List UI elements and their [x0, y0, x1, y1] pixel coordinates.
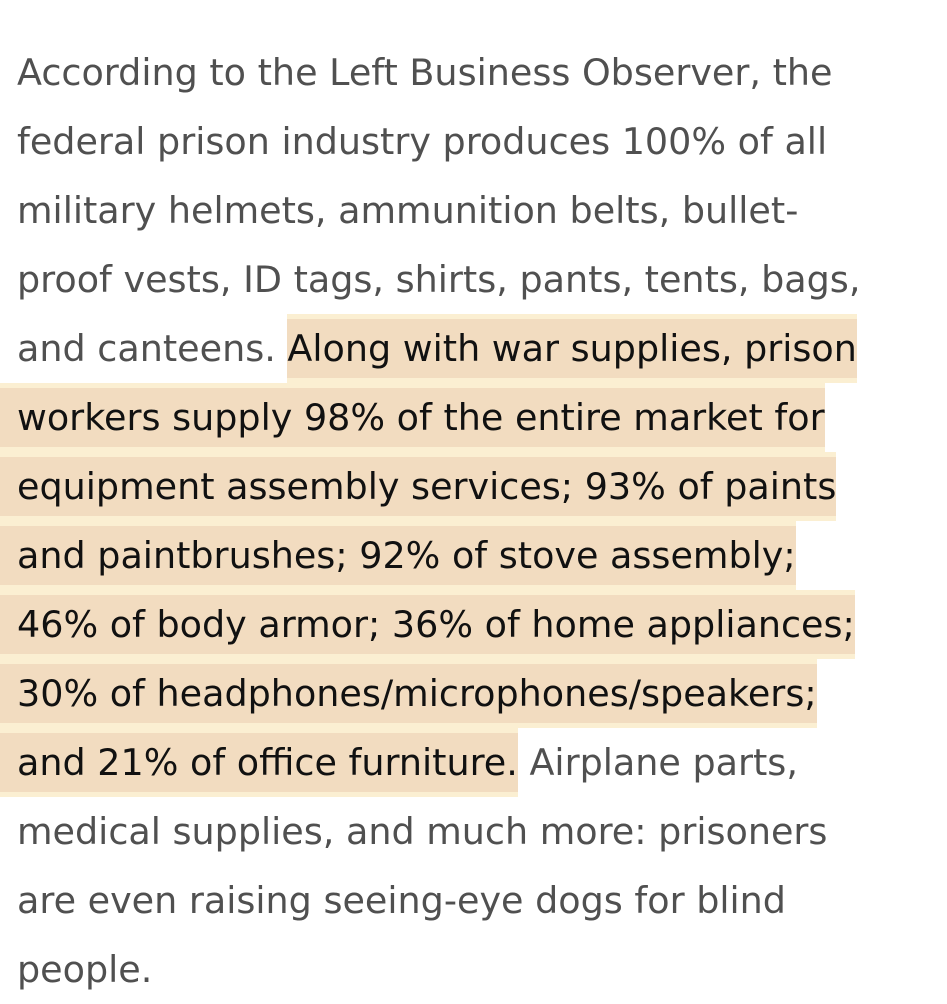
text-line: military helmets, ammunition belts, bull…	[0, 176, 947, 245]
text-line: and paintbrushes; 92% of stove assembly;	[0, 521, 947, 590]
text-line: and 21% of office furniture. Airplane pa…	[0, 728, 947, 797]
text-line: According to the Left Business Observer,…	[0, 38, 947, 107]
text-line: equipment assembly services; 93% of pain…	[0, 452, 947, 521]
text-line: federal prison industry produces 100% of…	[0, 107, 947, 176]
text-line: 30% of headphones/microphones/speakers;	[0, 659, 947, 728]
text-span: people.	[17, 948, 153, 991]
text-line: are even raising seeing-eye dogs for bli…	[0, 866, 947, 935]
text-span: federal prison industry produces 100% of…	[17, 120, 828, 163]
highlighted-text[interactable]: 46% of body armor; 36% of home appliance…	[0, 590, 855, 659]
highlighted-text[interactable]: Along with war supplies, prison	[287, 314, 857, 383]
text-line: medical supplies, and much more: prisone…	[0, 797, 947, 866]
text-span: medical supplies, and much more: prisone…	[17, 810, 828, 853]
text-line: 46% of body armor; 36% of home appliance…	[0, 590, 947, 659]
text-span: proof vests, ID tags, shirts, pants, ten…	[17, 258, 861, 301]
highlighted-text[interactable]: and paintbrushes; 92% of stove assembly;	[0, 521, 796, 590]
article-paragraph: According to the Left Business Observer,…	[0, 38, 947, 1004]
text-span: Airplane parts,	[517, 741, 798, 784]
highlighted-text[interactable]: 30% of headphones/microphones/speakers;	[0, 659, 817, 728]
text-line: proof vests, ID tags, shirts, pants, ten…	[0, 245, 947, 314]
text-span: are even raising seeing-eye dogs for bli…	[17, 879, 786, 922]
text-line: workers supply 98% of the entire market …	[0, 383, 947, 452]
text-line: people.	[0, 935, 947, 1004]
text-span: and canteens.	[17, 327, 288, 370]
highlighted-text[interactable]: and 21% of office furniture.	[0, 728, 518, 797]
text-span: military helmets, ammunition belts, bull…	[17, 189, 799, 232]
text-line: and canteens. Along with war supplies, p…	[0, 314, 947, 383]
highlighted-text[interactable]: equipment assembly services; 93% of pain…	[0, 452, 837, 521]
text-span: According to the Left Business Observer,…	[17, 51, 833, 94]
highlighted-text[interactable]: workers supply 98% of the entire market …	[0, 383, 825, 452]
